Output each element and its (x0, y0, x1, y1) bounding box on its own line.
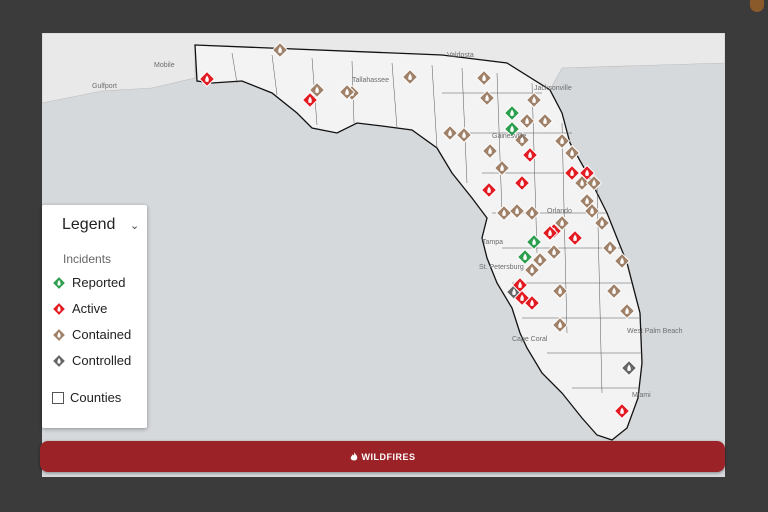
incident-marker[interactable] (522, 147, 538, 163)
legend-item: Contained (52, 327, 131, 342)
incident-marker[interactable] (542, 225, 558, 241)
legend-label: Controlled (72, 353, 132, 368)
incident-icon (52, 327, 66, 342)
incident-marker[interactable] (584, 203, 600, 219)
incident-marker[interactable] (567, 230, 583, 246)
incident-marker[interactable] (606, 283, 622, 299)
incident-marker[interactable] (496, 205, 512, 221)
incident-marker[interactable] (586, 175, 602, 191)
legend-title[interactable]: Legend (62, 216, 116, 233)
incident-marker[interactable] (199, 71, 215, 87)
incident-icon (52, 301, 66, 316)
incident-marker[interactable] (619, 303, 635, 319)
incident-marker[interactable] (614, 253, 630, 269)
incident-marker[interactable] (621, 360, 637, 376)
incident-icon (52, 275, 66, 290)
incident-marker[interactable] (546, 244, 562, 260)
legend-label: Contained (72, 327, 132, 342)
map-label: Tallahassee (352, 77, 389, 84)
incident-marker[interactable] (526, 92, 542, 108)
legend-section: Incidents (63, 252, 112, 266)
incident-marker[interactable] (524, 262, 540, 278)
incident-marker[interactable] (339, 84, 355, 100)
collapse-chevron[interactable]: ⌄ (130, 220, 140, 232)
incident-marker[interactable] (594, 215, 610, 231)
incident-marker[interactable] (514, 175, 530, 191)
fire-icon (350, 452, 357, 461)
incident-marker[interactable] (517, 249, 533, 265)
toggle-label: Counties (70, 390, 122, 405)
incident-marker[interactable] (456, 127, 472, 143)
incident-icon (52, 353, 66, 368)
counties-toggle[interactable]: Counties (52, 390, 121, 405)
incident-marker[interactable] (302, 92, 318, 108)
incident-marker[interactable] (514, 290, 530, 306)
incident-marker[interactable] (309, 82, 325, 98)
map-label: Gainesville (492, 133, 526, 140)
map-label: West Palm Beach (627, 328, 683, 335)
map-label: Miami (632, 392, 651, 399)
legend-item: Reported (52, 275, 125, 290)
incident-marker[interactable] (552, 317, 568, 333)
incident-marker[interactable] (564, 145, 580, 161)
incident-marker[interactable] (532, 252, 548, 268)
incident-marker[interactable] (564, 165, 580, 181)
incident-marker[interactable] (272, 42, 288, 58)
incident-marker[interactable] (481, 182, 497, 198)
incident-marker[interactable] (402, 69, 418, 85)
incident-marker[interactable] (504, 121, 520, 137)
incident-marker[interactable] (526, 234, 542, 250)
legend-item: Controlled (52, 353, 131, 368)
legend-label: Reported (72, 275, 126, 290)
incident-marker[interactable] (524, 205, 540, 221)
incident-marker[interactable] (554, 133, 570, 149)
map-label: Mobile (154, 62, 175, 69)
legend: Legend ⌄ Incidents Reported Active Contain… (42, 205, 147, 428)
incident-marker[interactable] (554, 215, 570, 231)
wildfires-button[interactable]: WILDFIRES (40, 441, 725, 472)
map-label: Cape Coral (512, 336, 548, 343)
map-label: Gulfport (92, 83, 117, 90)
incident-marker[interactable] (602, 240, 618, 256)
incident-marker[interactable] (476, 70, 492, 86)
avatar-dot (750, 0, 764, 12)
incident-marker[interactable] (552, 283, 568, 299)
incident-marker[interactable] (574, 175, 590, 191)
incident-marker[interactable] (514, 132, 530, 148)
legend-item: Active (52, 301, 107, 316)
incident-marker[interactable] (614, 403, 630, 419)
map-label: Orlando (547, 208, 572, 215)
incident-marker[interactable] (494, 160, 510, 176)
map-label: Jacksonville (534, 85, 572, 92)
map: Mobile Gulfport Valdosta Tallahassee Jackson… (42, 33, 725, 441)
button-label: WILDFIRES (361, 451, 416, 462)
legend-label: Active (72, 301, 108, 316)
checkbox[interactable] (52, 391, 64, 404)
map-label: Tampa (482, 239, 503, 246)
map-label: Valdosta (447, 52, 474, 59)
incident-marker[interactable] (482, 143, 498, 159)
incident-marker[interactable] (537, 113, 553, 129)
incident-marker[interactable] (509, 203, 525, 219)
incident-marker[interactable] (512, 277, 528, 293)
map-label: St. Petersburg (479, 264, 524, 271)
incident-marker[interactable] (519, 113, 535, 129)
map-panel: Mobile Gulfport Valdosta Tallahassee Jackson… (42, 33, 725, 477)
incident-marker[interactable] (479, 90, 495, 106)
incident-marker[interactable] (504, 105, 520, 121)
incident-marker[interactable] (442, 125, 458, 141)
